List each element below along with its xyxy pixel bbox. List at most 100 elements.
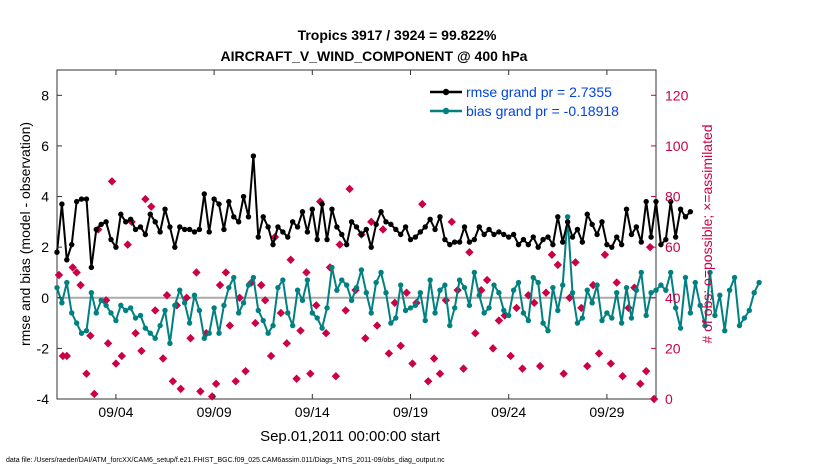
bias-point xyxy=(216,331,221,336)
rmse-point xyxy=(280,229,285,234)
rmse-point xyxy=(285,234,290,239)
bias-point xyxy=(177,287,182,292)
rmse-point xyxy=(270,242,275,247)
rmse-point xyxy=(290,219,295,224)
rmse-point xyxy=(413,234,418,239)
rmse-point xyxy=(437,214,442,219)
bias-point xyxy=(364,290,369,295)
bias-point xyxy=(324,305,329,310)
bias-point xyxy=(540,320,545,325)
bias-point xyxy=(467,303,472,308)
rmse-point xyxy=(64,257,69,262)
rmse-point xyxy=(648,234,653,239)
bias-point xyxy=(319,325,324,330)
bias-point xyxy=(398,282,403,287)
rmse-point xyxy=(643,199,648,204)
bias-point xyxy=(545,328,550,333)
rmse-point xyxy=(143,232,148,237)
bias-point xyxy=(305,277,310,282)
rmse-point xyxy=(133,227,138,232)
bias-point xyxy=(535,280,540,285)
bias-point xyxy=(722,328,727,333)
x-tick-label: 09/09 xyxy=(197,404,232,420)
rmse-point xyxy=(275,224,280,229)
bias-point xyxy=(727,287,732,292)
bias-point xyxy=(673,305,678,310)
bias-point xyxy=(315,315,320,320)
rmse-point xyxy=(378,209,383,214)
rmse-point xyxy=(526,242,531,247)
rmse-point xyxy=(658,242,663,247)
x-tick-label: 09/14 xyxy=(295,404,330,420)
rmse-point xyxy=(506,234,511,239)
bias-point xyxy=(182,300,187,305)
rmse-point xyxy=(324,237,329,242)
bias-point xyxy=(442,282,447,287)
rmse-point xyxy=(560,239,565,244)
rmse-point xyxy=(329,206,334,211)
bias-point xyxy=(437,287,442,292)
rmse-point xyxy=(565,219,570,224)
bias-point xyxy=(310,310,315,315)
rmse-point xyxy=(491,232,496,237)
rmse-point xyxy=(373,222,378,227)
y-right-tick-label: 0 xyxy=(665,391,673,407)
bias-point xyxy=(388,320,393,325)
rmse-point xyxy=(535,244,540,249)
rmse-point xyxy=(594,232,599,237)
rmse-point xyxy=(69,242,74,247)
bias-point xyxy=(118,303,123,308)
bias-point xyxy=(634,287,639,292)
rmse-point xyxy=(354,224,359,229)
bias-point xyxy=(221,303,226,308)
bias-point xyxy=(756,280,761,285)
bias-point xyxy=(354,285,359,290)
rmse-point xyxy=(177,224,182,229)
rmse-point xyxy=(187,227,192,232)
rmse-point xyxy=(315,237,320,242)
rmse-point xyxy=(172,244,177,249)
bias-point xyxy=(737,323,742,328)
bias-point xyxy=(133,315,138,320)
bias-point xyxy=(89,290,94,295)
bias-point xyxy=(491,282,496,287)
rmse-point xyxy=(388,222,393,227)
rmse-point xyxy=(496,229,501,234)
rmse-point xyxy=(128,217,133,222)
bias-point xyxy=(270,323,275,328)
bias-point xyxy=(732,275,737,280)
bias-point xyxy=(604,310,609,315)
y-right-tick-label: 40 xyxy=(665,290,681,306)
bias-point xyxy=(369,310,374,315)
bias-point xyxy=(585,287,590,292)
bias-point xyxy=(123,308,128,313)
rmse-point xyxy=(162,206,167,211)
rmse-point xyxy=(202,191,207,196)
rmse-point xyxy=(585,212,590,217)
bias-point xyxy=(477,293,482,298)
bias-point xyxy=(103,303,108,308)
bias-point xyxy=(241,300,246,305)
bias-point xyxy=(481,310,486,315)
bias-point xyxy=(226,285,231,290)
bias-point xyxy=(128,305,133,310)
bias-point xyxy=(329,265,334,270)
rmse-point xyxy=(300,209,305,214)
bias-point xyxy=(599,318,604,323)
rmse-point xyxy=(619,242,624,247)
bias-point xyxy=(614,290,619,295)
bias-point xyxy=(693,280,698,285)
rmse-point xyxy=(442,237,447,242)
bias-point xyxy=(157,323,162,328)
bias-point xyxy=(575,320,580,325)
rmse-point xyxy=(629,232,634,237)
rmse-point xyxy=(54,250,59,255)
bias-point xyxy=(143,325,148,330)
rmse-point xyxy=(182,227,187,232)
bias-point xyxy=(629,315,634,320)
bias-point xyxy=(403,308,408,313)
rmse-point xyxy=(84,196,89,201)
rmse-point xyxy=(599,219,604,224)
bias-point xyxy=(290,323,295,328)
rmse-point xyxy=(241,194,246,199)
